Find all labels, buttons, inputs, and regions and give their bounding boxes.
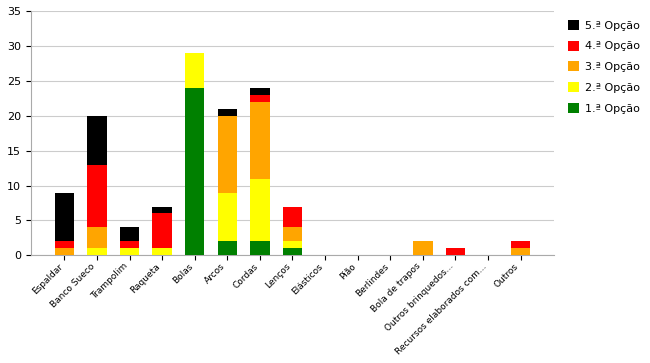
Bar [152,207,172,213]
Bar [152,248,172,256]
Bar [218,241,237,256]
Bar [120,228,139,241]
Bar [87,228,107,248]
Bar [446,248,465,256]
Bar [55,241,74,248]
Bar [120,241,139,248]
Bar [283,207,302,228]
Bar [283,248,302,256]
Bar [185,53,205,88]
Bar [55,192,74,241]
Bar [55,248,74,256]
Legend: 5.ª Opção, 4.ª Opção, 3.ª Opção, 2.ª Opção, 1.ª Opção: 5.ª Opção, 4.ª Opção, 3.ª Opção, 2.ª Opç… [565,16,644,117]
Bar [185,88,205,256]
Bar [120,248,139,256]
Bar [87,116,107,164]
Bar [218,192,237,241]
Bar [250,241,270,256]
Bar [413,241,433,256]
Bar [250,179,270,241]
Bar [283,228,302,241]
Bar [250,102,270,179]
Bar [218,109,237,116]
Bar [511,248,530,256]
Bar [87,164,107,228]
Bar [283,241,302,248]
Bar [152,213,172,248]
Bar [87,248,107,256]
Bar [218,116,237,192]
Bar [250,95,270,102]
Bar [511,241,530,248]
Bar [250,88,270,95]
